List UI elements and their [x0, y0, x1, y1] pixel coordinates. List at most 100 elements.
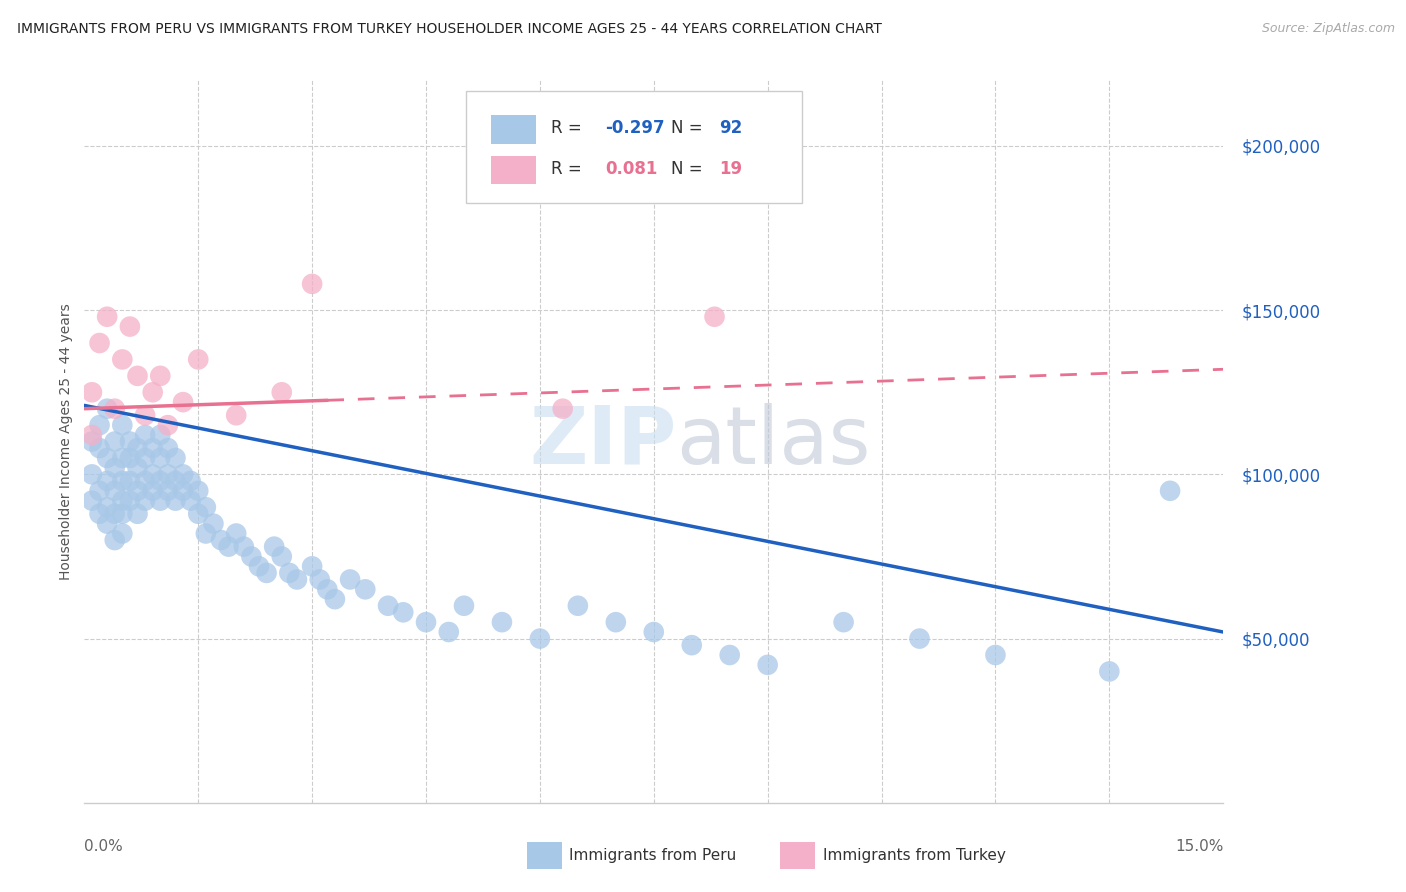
Text: -0.297: -0.297 [605, 119, 665, 136]
Point [142, 385, 165, 400]
Point [149, 474, 172, 488]
Point [127, 460, 149, 475]
Point [194, 526, 217, 541]
Point [316, 582, 339, 597]
Point [142, 467, 165, 482]
Point [127, 368, 149, 383]
Point [165, 493, 187, 508]
Point [118, 493, 141, 508]
Point [104, 460, 127, 475]
Point [134, 428, 156, 442]
Point [339, 573, 361, 587]
Point [118, 434, 141, 449]
Point [453, 599, 475, 613]
Text: 15.0%: 15.0% [1175, 838, 1223, 854]
Point [127, 507, 149, 521]
Point [180, 493, 202, 508]
Point [89, 418, 111, 433]
Point [165, 450, 187, 465]
Point [392, 605, 415, 619]
Point [247, 559, 270, 574]
FancyBboxPatch shape [491, 114, 537, 144]
Point [104, 434, 127, 449]
Point [232, 540, 254, 554]
Point [80, 428, 103, 442]
Point [127, 483, 149, 498]
Text: 92: 92 [718, 119, 742, 136]
Point [156, 441, 179, 455]
Point [118, 450, 141, 465]
Point [134, 474, 156, 488]
Text: Source: ZipAtlas.com: Source: ZipAtlas.com [1261, 22, 1395, 36]
Point [111, 526, 134, 541]
Point [187, 352, 209, 367]
Point [984, 648, 1007, 662]
Point [908, 632, 931, 646]
Point [96, 450, 118, 465]
Point [256, 566, 278, 580]
Point [142, 483, 165, 498]
Point [118, 474, 141, 488]
Point [172, 483, 194, 498]
Point [270, 549, 292, 564]
Point [149, 428, 172, 442]
Point [278, 566, 301, 580]
Point [240, 549, 263, 564]
Point [80, 467, 103, 482]
Text: R =: R = [551, 119, 588, 136]
Point [202, 516, 225, 531]
Point [134, 450, 156, 465]
Point [142, 441, 165, 455]
Text: N =: N = [671, 119, 707, 136]
Point [1098, 665, 1121, 679]
Point [225, 409, 247, 423]
Point [156, 467, 179, 482]
Point [96, 474, 118, 488]
Point [104, 483, 127, 498]
Point [96, 516, 118, 531]
Point [149, 368, 172, 383]
Point [80, 493, 103, 508]
Point [187, 483, 209, 498]
Point [567, 599, 589, 613]
Point [756, 657, 779, 672]
Point [172, 395, 194, 409]
Point [89, 507, 111, 521]
Point [156, 483, 179, 498]
Point [80, 385, 103, 400]
Point [301, 559, 323, 574]
Point [104, 401, 127, 416]
Point [209, 533, 232, 547]
Point [605, 615, 627, 630]
Point [551, 401, 574, 416]
Point [111, 507, 134, 521]
Point [491, 615, 513, 630]
Point [111, 493, 134, 508]
Point [301, 277, 323, 291]
Point [89, 483, 111, 498]
Point [118, 319, 141, 334]
Point [415, 615, 437, 630]
Point [308, 573, 330, 587]
Point [165, 474, 187, 488]
Point [156, 418, 179, 433]
Y-axis label: Householder Income Ages 25 - 44 years: Householder Income Ages 25 - 44 years [59, 303, 73, 580]
Point [104, 507, 127, 521]
Point [89, 336, 111, 351]
Point [187, 507, 209, 521]
Text: Immigrants from Peru: Immigrants from Peru [569, 848, 737, 863]
Point [134, 409, 156, 423]
Text: 0.081: 0.081 [605, 160, 657, 178]
Point [149, 450, 172, 465]
Text: 0.0%: 0.0% [84, 838, 124, 854]
Point [96, 310, 118, 324]
Text: 19: 19 [718, 160, 742, 178]
Point [111, 474, 134, 488]
Text: N =: N = [671, 160, 707, 178]
Point [104, 533, 127, 547]
Point [529, 632, 551, 646]
Point [149, 493, 172, 508]
Point [111, 450, 134, 465]
Point [111, 352, 134, 367]
Text: atlas: atlas [676, 402, 870, 481]
